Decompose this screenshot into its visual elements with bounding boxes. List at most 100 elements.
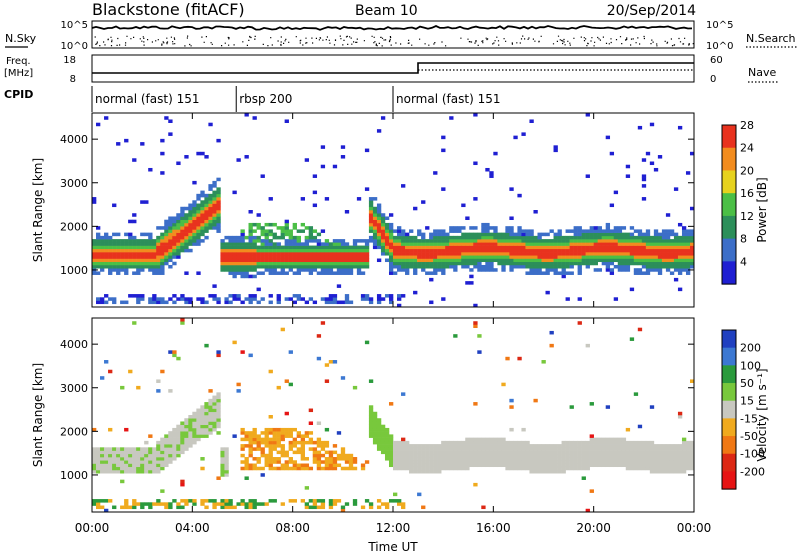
data-cell (268, 300, 273, 305)
data-cell (292, 242, 297, 246)
data-cell (164, 235, 169, 240)
data-cell (196, 411, 201, 416)
data-cell (417, 453, 422, 458)
data-cell (673, 469, 679, 474)
data-cell (308, 258, 314, 263)
data-cell (276, 437, 281, 442)
data-cell (621, 258, 627, 263)
data-cell (264, 258, 269, 263)
data-cell (152, 460, 157, 464)
data-cell (529, 239, 534, 243)
data-cell (529, 252, 534, 256)
data-cell (625, 232, 631, 237)
data-cell (473, 245, 478, 250)
data-cell (308, 271, 314, 275)
data-cell (653, 261, 659, 266)
data-cell (397, 460, 402, 464)
data-cell (308, 505, 314, 510)
data-cell (549, 255, 554, 259)
data-cell (164, 242, 169, 246)
data-cell (216, 418, 221, 422)
data-cell (248, 434, 253, 438)
data-cell (433, 460, 438, 464)
data-cell (236, 389, 241, 393)
data-cell (244, 466, 249, 471)
data-cell (140, 297, 145, 301)
data-cell (368, 408, 374, 413)
data-cell (332, 360, 338, 364)
data-cell (453, 466, 458, 471)
data-cell (413, 466, 418, 471)
data-cell (192, 210, 197, 214)
data-cell (545, 447, 550, 451)
data-cell (617, 463, 623, 468)
data-cell (501, 437, 506, 442)
data-cell (617, 453, 623, 458)
data-cell (581, 258, 586, 263)
data-cell (493, 463, 498, 468)
data-cell (505, 444, 510, 448)
data-cell (481, 447, 486, 451)
data-cell (388, 222, 394, 227)
data-cell (589, 261, 594, 266)
data-cell (216, 353, 221, 358)
data-cell (172, 226, 177, 230)
data-cell (597, 255, 602, 259)
data-cell (649, 460, 655, 464)
data-cell (649, 463, 655, 468)
data-cell (433, 258, 438, 263)
data-cell (657, 444, 663, 448)
data-cell (505, 226, 510, 230)
data-cell (601, 245, 606, 250)
data-cell (517, 239, 522, 243)
data-cell (509, 229, 514, 233)
data-cell (148, 235, 153, 240)
data-cell (384, 453, 390, 458)
data-cell (344, 255, 350, 259)
data-cell (685, 229, 691, 233)
data-cell (200, 434, 205, 438)
data-cell (200, 232, 205, 237)
data-cell (549, 447, 554, 451)
data-cell (304, 248, 310, 253)
data-cell (340, 268, 346, 272)
data-cell (681, 239, 687, 243)
data-cell (537, 264, 542, 269)
data-cell (312, 235, 318, 240)
data-cell (104, 466, 109, 471)
data-cell (457, 226, 462, 230)
data-cell (224, 255, 229, 259)
data-cell (589, 453, 594, 458)
data-cell (236, 235, 241, 240)
data-cell (561, 450, 566, 455)
data-cell (164, 440, 169, 445)
data-cell (284, 242, 289, 246)
data-cell (92, 502, 97, 506)
data-cell (380, 440, 386, 445)
data-cell (380, 229, 386, 233)
data-cell (240, 444, 245, 448)
data-cell (384, 457, 390, 461)
data-cell (421, 469, 426, 474)
data-cell (541, 245, 546, 250)
data-cell (184, 239, 189, 243)
data-cell (441, 232, 446, 237)
data-cell (413, 469, 418, 474)
data-cell (224, 252, 229, 256)
data-cell (256, 255, 261, 259)
data-cell (421, 242, 426, 246)
data-cell (513, 447, 518, 451)
data-cell (364, 245, 370, 250)
data-cell (505, 450, 510, 455)
data-cell (244, 271, 249, 275)
data-cell (441, 261, 446, 266)
data-cell (617, 235, 623, 240)
data-cell (376, 232, 382, 237)
data-cell (677, 415, 683, 419)
data-cell (320, 502, 326, 506)
data-cell (160, 369, 165, 374)
data-cell (344, 268, 350, 272)
data-cell (605, 226, 611, 230)
data-cell (164, 239, 169, 243)
data-cell (244, 431, 249, 435)
